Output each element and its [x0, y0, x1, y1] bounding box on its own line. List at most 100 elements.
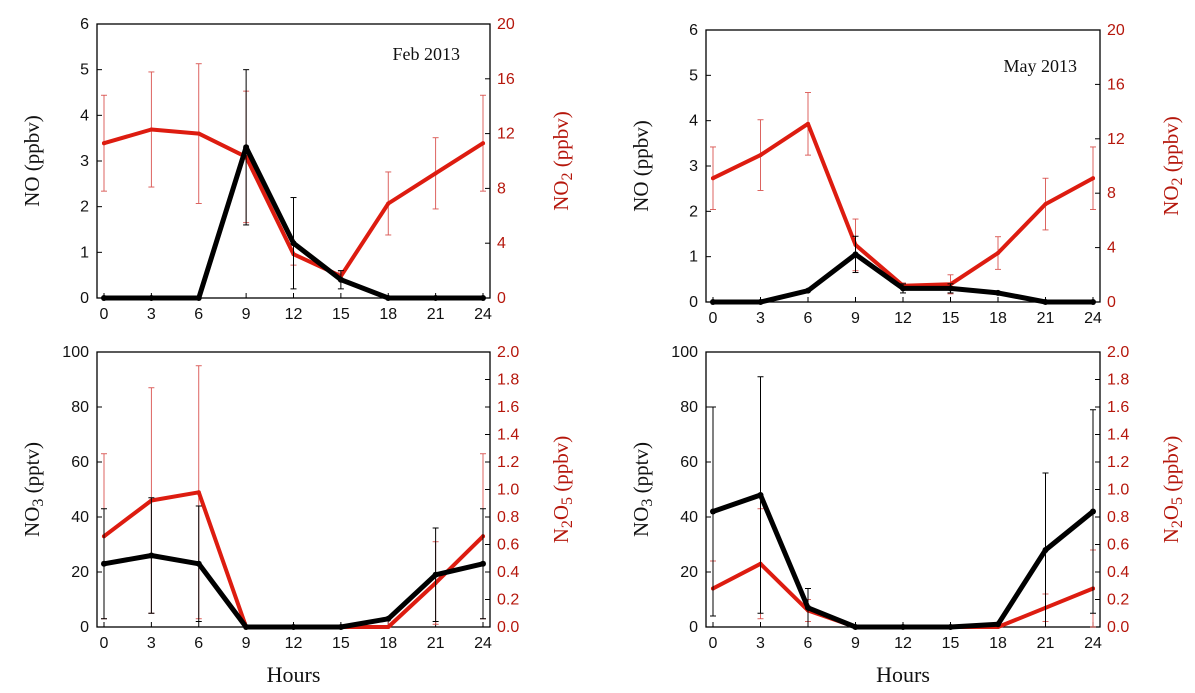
data-point — [195, 560, 202, 567]
x-tick-label: 21 — [427, 306, 445, 323]
right-tick-label: 0 — [497, 290, 506, 307]
left-axis-label: NO (ppbv) — [20, 115, 44, 207]
x-tick-label: 21 — [427, 635, 445, 652]
x-tick-label: 9 — [851, 635, 860, 652]
series-line — [710, 251, 1096, 305]
data-point — [481, 141, 485, 146]
series-line — [710, 492, 1096, 630]
x-tick-label: 12 — [285, 306, 303, 323]
axis-label-part: (ppbv) — [20, 115, 44, 176]
right-tick-label: 1.2 — [497, 454, 519, 471]
x-tick-label: 18 — [379, 306, 397, 323]
x-tick-label: 18 — [379, 635, 397, 652]
x-tick-label: 21 — [1037, 635, 1055, 652]
axis-label-part: 2 — [1169, 520, 1186, 528]
x-tick-label: 12 — [894, 310, 912, 327]
data-point — [480, 560, 486, 567]
right-tick-label: 0.8 — [1107, 509, 1129, 526]
left-tick-label: 4 — [689, 113, 698, 130]
data-point — [757, 492, 764, 498]
data-point — [337, 624, 344, 630]
left-tick-label: 40 — [71, 509, 89, 526]
right-tick-label: 0.6 — [1107, 537, 1129, 554]
x-tick-label: 24 — [474, 635, 492, 652]
data-point — [900, 285, 906, 292]
x-tick-label: 12 — [285, 635, 303, 652]
right-tick-label: 8 — [1107, 185, 1116, 202]
x-tick-label: 15 — [942, 310, 960, 327]
right-tick-label: 0.4 — [497, 564, 519, 581]
right-tick-label: 1.0 — [1107, 482, 1129, 499]
left-tick-label: 20 — [71, 564, 89, 581]
right-tick-label: 1.2 — [1107, 454, 1129, 471]
data-point — [996, 251, 1000, 256]
data-point — [1091, 176, 1095, 181]
right-tick-label: 1.4 — [497, 427, 519, 444]
data-point — [432, 295, 439, 301]
axis-label-part: 5 — [559, 497, 576, 505]
x-tick-label: 0 — [709, 635, 718, 652]
data-point — [1042, 299, 1049, 305]
right-tick-label: 0.2 — [497, 592, 519, 609]
data-point — [385, 615, 392, 622]
panel-no3-feb-2013: 0204060801000.00.20.40.60.81.01.21.41.61… — [20, 344, 576, 687]
left-tick-label: 20 — [680, 564, 698, 581]
x-axis-label: Hours — [267, 662, 321, 687]
axis-label-part: NO — [629, 507, 653, 537]
data-point — [806, 121, 810, 126]
axis-label-part: NO — [629, 181, 653, 211]
right-tick-label: 4 — [497, 235, 506, 252]
x-tick-label: 24 — [1084, 310, 1102, 327]
data-point — [148, 552, 155, 559]
right-tick-label: 0.8 — [497, 509, 519, 526]
right-tick-label: 2.0 — [497, 344, 519, 361]
right-tick-label: 4 — [1107, 240, 1116, 257]
right-tick-label: 16 — [497, 71, 515, 88]
axis-label-part: 3 — [639, 499, 656, 507]
data-point — [947, 624, 954, 630]
x-tick-label: 0 — [100, 306, 109, 323]
data-point — [710, 299, 716, 305]
x-tick-label: 15 — [332, 635, 350, 652]
axis-label-part: (ppbv) — [1159, 436, 1183, 497]
data-point — [805, 604, 811, 611]
data-point — [196, 490, 201, 495]
axis-label-part: 3 — [30, 499, 47, 507]
x-tick-label: 3 — [147, 306, 156, 323]
right-tick-label: 8 — [497, 180, 506, 197]
data-point — [102, 141, 106, 146]
data-point — [149, 127, 154, 132]
data-point — [385, 295, 392, 301]
data-point — [757, 299, 764, 305]
left-axis-label: NO3 (pptv) — [629, 442, 656, 537]
left-tick-label: 1 — [689, 249, 698, 266]
left-tick-label: 1 — [80, 244, 89, 261]
data-point — [710, 508, 716, 515]
data-point — [101, 295, 107, 301]
series-left — [710, 235, 1096, 305]
series-right — [710, 508, 1096, 629]
axis-label-part: N — [1159, 528, 1183, 543]
series-right — [710, 92, 1096, 295]
right-axis-label: N2O5 (ppbv) — [549, 436, 576, 544]
data-point — [711, 176, 715, 181]
right-tick-label: 12 — [1107, 131, 1125, 148]
data-point — [243, 144, 250, 151]
data-point — [995, 621, 1001, 628]
axis-label-part: O — [549, 505, 573, 520]
data-point — [947, 285, 954, 292]
x-tick-label: 12 — [894, 635, 912, 652]
x-tick-label: 15 — [332, 306, 350, 323]
data-point — [386, 625, 391, 629]
axis-label-part: NO — [20, 176, 44, 206]
axis-label-part: (pptv) — [629, 442, 653, 499]
x-tick-label: 3 — [756, 635, 765, 652]
x-tick-label: 21 — [1037, 310, 1055, 327]
series-left — [710, 376, 1096, 630]
data-point — [1043, 202, 1048, 207]
x-tick-label: 15 — [942, 635, 960, 652]
right-tick-label: 2.0 — [1107, 344, 1129, 361]
left-tick-label: 0 — [80, 619, 89, 636]
